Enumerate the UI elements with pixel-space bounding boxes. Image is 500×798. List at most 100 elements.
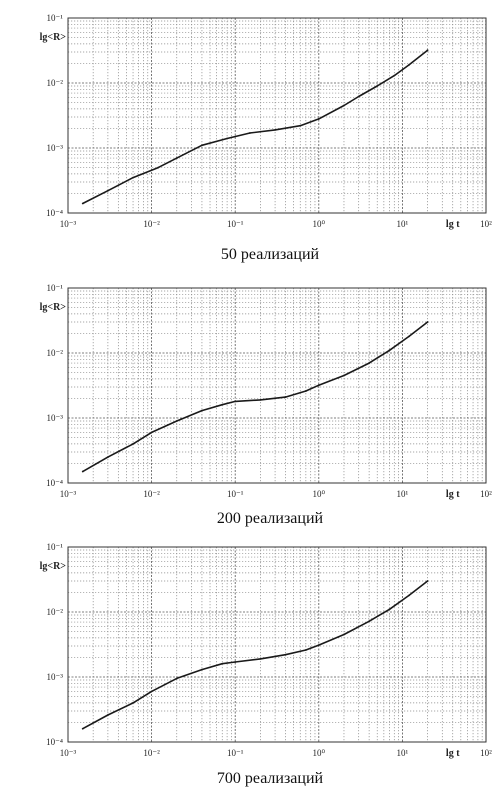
chart-3-y-tick-label: 10⁻⁴: [46, 737, 63, 747]
chart-1-x-axis-label: lg t: [446, 219, 460, 230]
chart-3-data-point: [259, 657, 262, 660]
chart-1-x-tick-label: 10⁻¹: [227, 219, 244, 229]
chart-1-caption: 50 реализаций: [221, 246, 320, 263]
chart-1-data-point: [317, 118, 320, 120]
chart-3-x-tick-label: 10¹: [397, 748, 409, 758]
chart-3-grid: [68, 547, 486, 742]
chart-1-plot-area: [68, 18, 486, 213]
chart-2-x-tick-label: 10⁻²: [143, 489, 160, 499]
chart-1-y-tick-label: 10⁻²: [47, 78, 64, 88]
chart-1-data-point: [106, 189, 109, 192]
chart-3-data-point: [343, 633, 345, 636]
chart-3-data-point: [426, 580, 429, 582]
chart-2-data-point: [317, 384, 320, 387]
chart-1-x-tick-label: 10⁻³: [60, 219, 77, 229]
chart-1-y-axis-label: lg<R>: [40, 32, 67, 43]
chart-1-data-point: [393, 74, 396, 77]
chart-2-data-point: [234, 400, 237, 403]
chart-3-x-axis-label: lg t: [446, 748, 460, 759]
chart-3-frame: [67, 546, 487, 743]
chart-1-data-point: [201, 144, 203, 147]
chart-3-plot-area: [68, 547, 486, 742]
chart-3-data-point: [284, 653, 287, 656]
chart-1-data-point: [226, 137, 228, 140]
chart-1-x-tick-label: 10²: [480, 219, 492, 229]
chart-3-data-point: [388, 608, 391, 611]
chart-3-y-axis-label: lg<R>: [40, 561, 67, 572]
chart-1-data-point: [81, 202, 84, 205]
chart-2-data-point: [304, 390, 307, 392]
chart-2-grid: [68, 288, 486, 483]
chart-1-data-point: [376, 85, 379, 87]
chart-2-data-point: [81, 470, 84, 473]
chart-1-y-tick-label: 10⁻⁴: [46, 208, 63, 218]
chart-2-data-point: [175, 420, 178, 422]
chart-1-frame: [67, 17, 487, 214]
chart-3-y-tick-label: 10⁻¹: [47, 542, 64, 552]
chart-3-data-point: [106, 714, 109, 716]
chart-3-data-point: [234, 661, 237, 663]
chart-1-data-point: [426, 49, 429, 52]
chart-3-x-tick-label: 10²: [480, 748, 492, 758]
chart-2-data-point: [388, 349, 391, 352]
chart-3-data-point: [132, 701, 134, 704]
chart-3-y-tick-label: 10⁻²: [47, 607, 64, 617]
chart-3-data-point: [175, 677, 178, 680]
chart-2-data-point: [221, 403, 224, 406]
chart-2-data-point: [150, 431, 153, 434]
chart-2-y-tick-label: 10⁻⁴: [46, 478, 63, 488]
chart-2: 10⁻³ 10⁻² 10⁻¹ 10⁰ 10¹ 10²10⁻⁴10⁻³10⁻²10⁻¹lg<…: [40, 283, 493, 527]
chart-2-y-tick-label: 10⁻¹: [47, 283, 64, 293]
chart-2-frame: [67, 287, 487, 484]
chart-3-data-point: [408, 594, 410, 597]
chart-2-x-tick-label: 10²: [480, 489, 492, 499]
chart-1-data-point: [175, 157, 178, 159]
chart-3-x-tick-label: 10⁰: [312, 748, 325, 758]
chart-2-data-point: [343, 374, 345, 377]
chart-2-x-tick-label: 10⁻³: [60, 489, 77, 499]
chart-2-y-axis-label: lg<R>: [40, 302, 67, 313]
chart-1-data-point: [343, 104, 345, 107]
chart-2-data-point: [132, 442, 134, 445]
chart-2-x-axis-label: lg t: [446, 489, 460, 500]
chart-2-data-point: [259, 398, 262, 401]
chart-1-data-point: [357, 95, 360, 98]
chart-2-y-tick-label: 10⁻³: [47, 413, 64, 423]
chart-3-x-tick-label: 10⁻³: [60, 748, 77, 758]
chart-2-plot-area: [68, 288, 486, 483]
chart-3-data-point: [368, 620, 371, 623]
chart-2-data-point: [408, 335, 410, 338]
chart-2-data-point: [368, 362, 371, 364]
chart-3-data-point: [150, 690, 153, 693]
chart-3-caption: 700 реализаций: [217, 770, 324, 787]
chart-1-data-point: [299, 124, 302, 127]
chart-2-x-tick-label: 10¹: [397, 489, 409, 499]
chart-2-data-point: [284, 396, 287, 398]
chart-1-data-point: [157, 166, 160, 169]
chart-3: 10⁻³ 10⁻² 10⁻¹ 10⁰ 10¹ 10²10⁻⁴10⁻³10⁻²10⁻¹lg<…: [40, 542, 493, 787]
chart-1-data-point: [408, 63, 410, 66]
chart-2-data-point: [426, 321, 429, 323]
chart-1-grid: [68, 18, 486, 213]
chart-2-x-tick-label: 10⁰: [312, 489, 325, 499]
chart-1-data-point: [249, 132, 251, 134]
chart-1-data-point: [274, 128, 276, 131]
chart-2-y-tick-label: 10⁻²: [47, 348, 64, 358]
chart-2-data-point: [106, 456, 109, 459]
chart-3-data-point: [201, 668, 203, 671]
chart-2-caption: 200 реализаций: [217, 510, 324, 527]
chart-3-y-tick-label: 10⁻³: [47, 672, 64, 682]
chart-1-x-tick-label: 10¹: [397, 219, 409, 229]
chart-3-data-point: [81, 727, 84, 730]
chart-3-data-point: [317, 644, 320, 646]
chart-3-data-point: [304, 649, 307, 651]
chart-1-x-tick-label: 10⁻²: [143, 219, 160, 229]
chart-1-x-tick-label: 10⁰: [312, 219, 325, 229]
chart-3-data-point: [221, 662, 224, 665]
chart-1-data-point: [132, 176, 134, 179]
chart-2-x-tick-label: 10⁻¹: [227, 489, 244, 499]
chart-3-x-tick-label: 10⁻¹: [227, 748, 244, 758]
chart-1-y-tick-label: 10⁻³: [47, 143, 64, 153]
chart-3-x-tick-label: 10⁻²: [143, 748, 160, 758]
